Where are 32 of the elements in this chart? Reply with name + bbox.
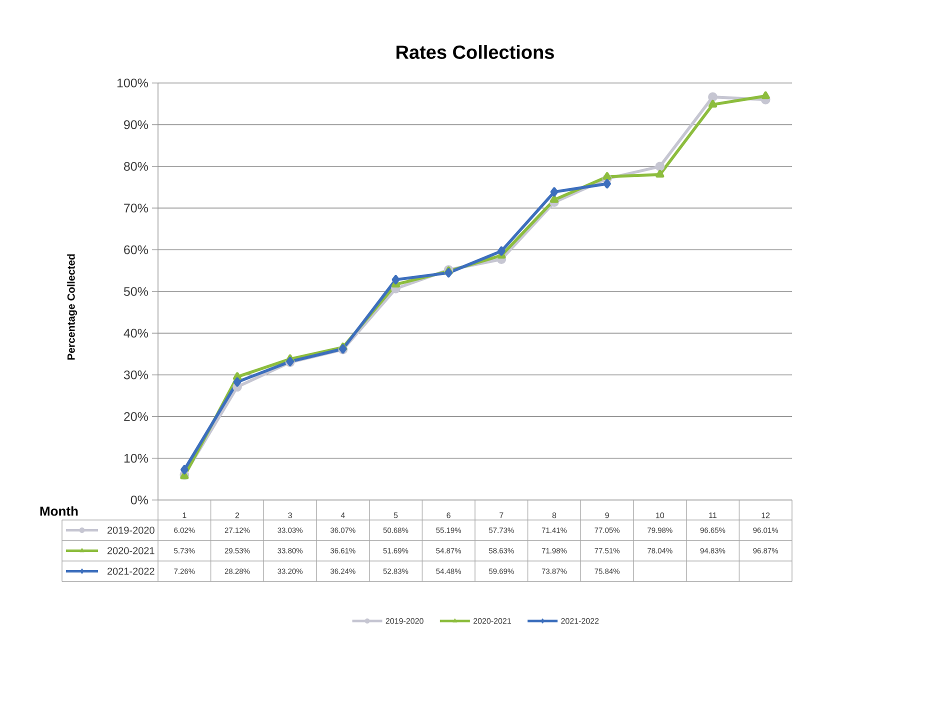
y-tick-label: 40%: [124, 328, 148, 338]
y-tick-label: 80%: [124, 162, 148, 171]
x-tick-label: 4: [340, 512, 345, 518]
y-tick-label: 50%: [124, 287, 148, 296]
x-axis-title: Month: [40, 506, 78, 516]
x-tick-label: 8: [552, 512, 556, 518]
x-tick-label: 11: [709, 512, 717, 518]
y-tick-label: 30%: [124, 370, 148, 380]
y-tick-label: 60%: [124, 245, 148, 254]
y-tick-label: 0%: [130, 496, 148, 504]
x-tick-label: 10: [656, 512, 664, 518]
y-tick-label: 20%: [124, 412, 148, 422]
x-tick-label: 12: [762, 512, 770, 518]
x-tick-label: 1: [182, 512, 186, 518]
legend-label: 2019-2020: [107, 526, 154, 534]
y-tick-label: 70%: [124, 204, 148, 213]
x-tick-label: 6: [446, 512, 450, 518]
text: 2020-2021: [474, 618, 511, 624]
x-tick-label: 5: [394, 512, 398, 518]
x-tick-label: 3: [288, 512, 292, 518]
x-tick-label: 7: [500, 512, 504, 518]
legend-label: 2020-2021: [107, 547, 154, 554]
y-tick-label: 100%: [117, 78, 148, 88]
legend-label: 2021-2022: [107, 568, 154, 575]
chart-title: Rates Collections: [396, 44, 554, 59]
y-tick-label: 10%: [124, 454, 148, 463]
y-tick-label: 90%: [124, 120, 148, 130]
x-tick-label: 9: [605, 512, 609, 518]
x-tick-label: 2: [235, 512, 240, 518]
text: 2019-2020: [386, 618, 424, 624]
text: 2021-2022: [561, 618, 599, 624]
y-axis-title: Percentage Collected: [67, 254, 77, 360]
